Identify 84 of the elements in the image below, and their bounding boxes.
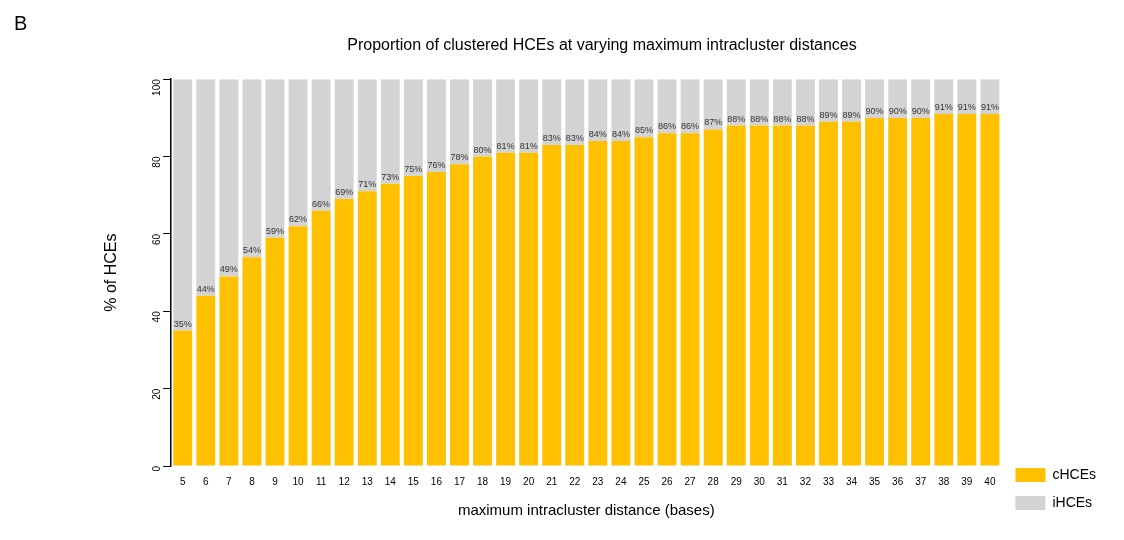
x-tick-label: 28 [707, 475, 720, 487]
x-tick-label: 10 [292, 475, 305, 487]
data-label: 35% [173, 318, 192, 329]
x-tick-label: 14 [384, 475, 397, 487]
data-label: 90% [911, 105, 930, 116]
data-label: 90% [888, 105, 907, 116]
x-tick-label: 29 [730, 475, 743, 487]
x-tick-label: 20 [523, 475, 535, 487]
data-label: 83% [565, 132, 584, 143]
data-label: 59% [265, 225, 284, 236]
x-tick-label: 27 [684, 475, 697, 487]
x-tick-label: 5 [179, 475, 186, 487]
data-label: 49% [219, 264, 238, 275]
data-label: 75% [404, 163, 423, 174]
data-label: 44% [196, 283, 215, 294]
x-tick-label: 21 [546, 475, 558, 487]
x-tick-label: 34 [845, 475, 858, 487]
data-label: 91% [980, 102, 999, 112]
data-label: 71% [358, 179, 377, 190]
y-tick-label: 100 [150, 78, 162, 96]
x-tick-label: 31 [776, 475, 789, 487]
x-tick-label: 22 [569, 475, 581, 487]
data-label: 86% [681, 121, 700, 132]
data-label: 90% [865, 105, 884, 116]
data-label: 91% [957, 102, 976, 112]
legend-label: cHCEs [1052, 465, 1096, 482]
data-label: 88% [773, 113, 792, 124]
x-tick-label: 13 [361, 475, 374, 487]
data-label: 89% [842, 109, 861, 120]
data-label: 87% [704, 117, 723, 128]
data-label: 80% [473, 144, 492, 155]
data-label: 73% [381, 171, 400, 182]
x-tick-label: 15 [407, 475, 420, 487]
x-tick-label: 38 [938, 475, 950, 487]
data-label: 66% [312, 198, 331, 209]
x-tick-label: 30 [753, 475, 766, 487]
data-label: 69% [335, 187, 354, 198]
x-tick-label: 24 [615, 475, 627, 487]
x-tick-label: 16 [430, 475, 443, 487]
data-label: 54% [242, 245, 261, 256]
data-label: 85% [634, 125, 653, 136]
data-label: 84% [588, 129, 607, 140]
data-label: 88% [727, 113, 746, 124]
text: B [14, 11, 28, 34]
data-label: 81% [519, 140, 538, 151]
data-label: 86% [658, 121, 677, 132]
x-axis-title: maximum intracluster distance (bases) [457, 501, 715, 519]
x-tick-label: 11 [315, 475, 327, 487]
x-tick-label: 26 [661, 475, 674, 487]
x-tick-label: 19 [500, 475, 512, 487]
legend-label: iHCEs [1052, 493, 1093, 510]
x-tick-label: 40 [984, 475, 996, 487]
x-tick-label: 33 [822, 475, 835, 487]
x-tick-label: 9 [272, 475, 279, 487]
data-label: 83% [542, 132, 561, 143]
data-label: 62% [289, 214, 308, 225]
data-label: 89% [819, 109, 838, 120]
chart-title: Proportion of clustered HCEs at varying maximum intracluster distances [347, 36, 857, 54]
data-label: 91% [934, 102, 953, 112]
data-label: 88% [750, 113, 769, 124]
y-tick-label: 80 [150, 156, 162, 168]
x-tick-label: 18 [476, 475, 489, 487]
x-tick-label: 7 [226, 475, 233, 487]
x-tick-label: 17 [453, 475, 466, 487]
x-tick-label: 37 [915, 475, 927, 487]
x-tick-label: 12 [338, 475, 351, 487]
data-label: 78% [450, 152, 469, 163]
y-tick-label: 0 [150, 465, 162, 472]
data-label: 76% [427, 160, 446, 171]
x-tick-label: 32 [799, 475, 812, 487]
y-axis-title: % of HCEs [102, 233, 120, 312]
x-tick-label: 39 [961, 475, 973, 487]
x-tick-label: 23 [592, 475, 604, 487]
x-tick-label: 35 [869, 475, 881, 487]
data-label: 81% [496, 140, 515, 151]
x-tick-label: 8 [249, 475, 256, 487]
x-tick-label: 6 [203, 475, 210, 487]
x-tick-label: 25 [638, 475, 650, 487]
data-label: 84% [611, 129, 630, 140]
y-tick-label: 40 [150, 310, 162, 323]
y-tick-label: 20 [150, 388, 162, 400]
data-label: 88% [796, 113, 815, 124]
y-tick-label: 60 [150, 233, 162, 246]
x-tick-label: 36 [892, 475, 904, 487]
